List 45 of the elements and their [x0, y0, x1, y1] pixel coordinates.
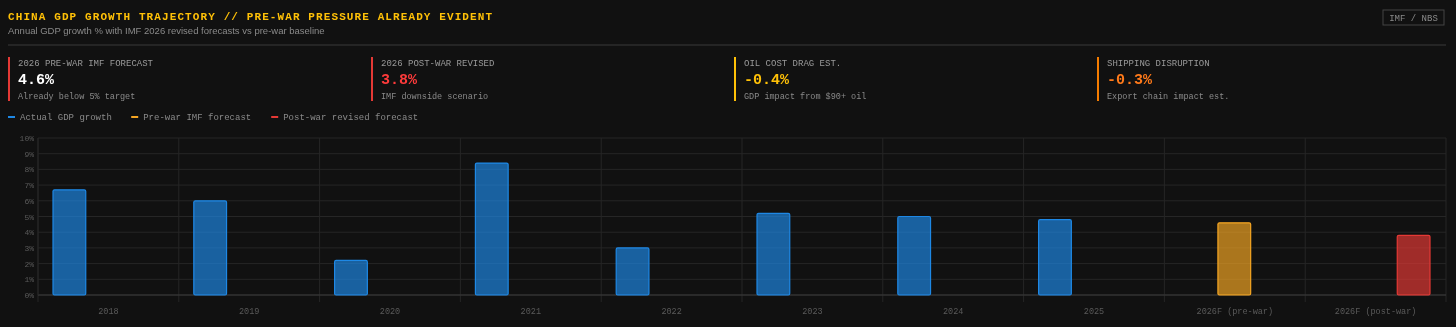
- bar: [193, 200, 228, 296]
- x-tick-label: 2023: [802, 307, 823, 317]
- x-tick-label: 2018: [98, 307, 119, 317]
- bar: [1396, 234, 1431, 296]
- x-tick-label: 2025: [1083, 307, 1105, 317]
- bar: [1038, 219, 1072, 296]
- text: IMF / NBS: [1389, 14, 1438, 24]
- y-tick-label: 4%: [24, 228, 35, 238]
- text: 2026 PRE-WAR IMF FORECAST: [18, 59, 154, 69]
- text: -0.4%: [744, 72, 791, 89]
- legend-label: Pre-war IMF forecast: [143, 113, 252, 123]
- text: 4.6%: [18, 72, 55, 89]
- bar: [615, 247, 650, 296]
- x-tick-label: 2020: [379, 307, 401, 317]
- x-tick-label: 2019: [239, 307, 260, 317]
- x-tick-label: 2024: [943, 307, 964, 317]
- legend-label: Actual GDP growth: [20, 113, 112, 123]
- text: Already below 5% target: [18, 92, 136, 102]
- text: 3.8%: [381, 72, 418, 89]
- text: -0.3%: [1107, 72, 1154, 89]
- text: 2026 POST-WAR REVISED: [381, 59, 495, 69]
- text: SHIPPING DISRUPTION: [1107, 59, 1210, 69]
- y-tick-label: 7%: [24, 181, 35, 191]
- bar: [897, 215, 932, 296]
- text: Export chain impact est.: [1107, 92, 1230, 102]
- legend-label: Post-war revised forecast: [283, 113, 419, 123]
- bar: [52, 189, 87, 296]
- text: OIL COST DRAG EST.: [744, 59, 842, 69]
- y-tick-label: 3%: [24, 243, 35, 253]
- chart-subtitle: Annual GDP growth % with IMF 2026 revised forecasts vs pre-war baseline: [8, 25, 325, 36]
- x-tick-label: 2026F (post-war): [1334, 307, 1417, 317]
- x-tick-label: 2022: [661, 307, 682, 317]
- bar: [334, 259, 368, 296]
- text: GDP impact from $90+ oil: [744, 92, 867, 102]
- y-tick-label: 9%: [24, 149, 35, 159]
- y-tick-label: 2%: [24, 259, 35, 269]
- chart-title: CHINA GDP GROWTH TRAJECTORY // PRE-WAR PRESSURE ALREADY EVIDENT: [8, 11, 494, 23]
- y-tick-label: 6%: [24, 196, 35, 206]
- text: IMF downside scenario: [381, 92, 489, 102]
- bar: [474, 162, 509, 296]
- y-tick-label: 8%: [24, 165, 35, 175]
- bar: [756, 212, 791, 296]
- bar: [1217, 222, 1252, 296]
- x-tick-label: 2026F (pre-war): [1196, 307, 1274, 317]
- x-tick-label: 2021: [520, 307, 541, 317]
